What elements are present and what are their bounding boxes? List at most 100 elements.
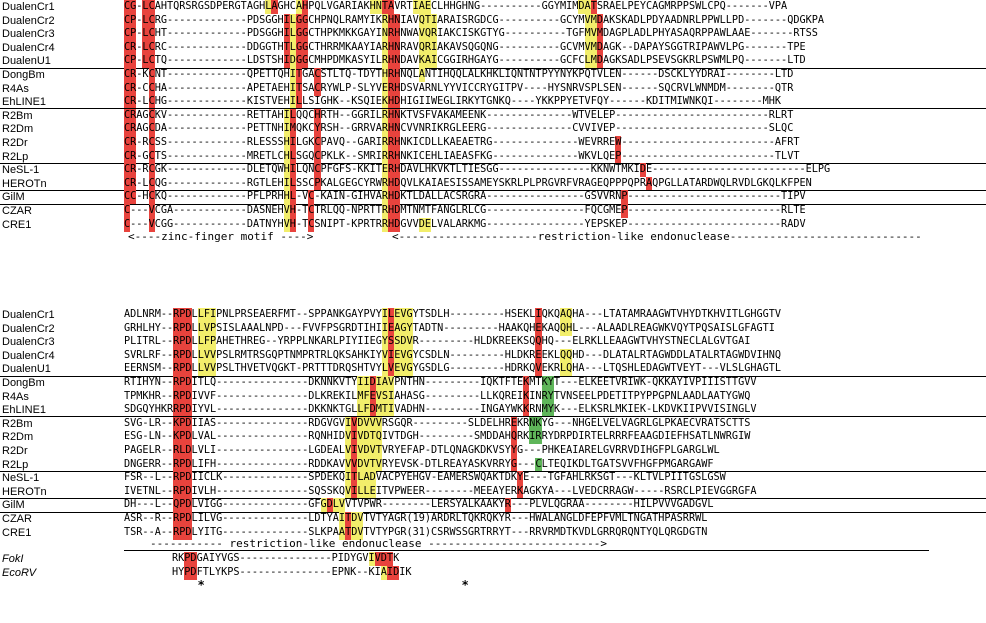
sequence-residues: IVETNL--RPDIVLH---------------SQSSKQVILL… [124, 484, 757, 499]
sequence-residues: C---VCGA------------DASNEHVH-TCTRLQQ-NPR… [124, 204, 806, 218]
sequence-residues: CG-LCAHTQRSRGSDPERGTAGHLAGHCAHPQLVGARIAK… [124, 0, 788, 14]
sequence-name: DualenCr4 [2, 41, 55, 54]
alignment-row: DualenCr2 GRHLHY--RPDLLVPSISLAAALNPD---FV… [0, 321, 986, 336]
alignment-row: DualenCr2 CP-LCRG-------------PDSGGHILGGC… [0, 13, 986, 28]
sequence-name: R2Dr [2, 445, 28, 457]
sequence-residues: CR-RCSS-------------RLESSSHILGKCPAVQ--GA… [124, 136, 800, 150]
sequence-name: CZAR [2, 205, 32, 217]
sequence-name: EhLINE1 [2, 96, 47, 109]
group-separator [0, 375, 986, 377]
sequence-name: R4As [2, 82, 29, 95]
sequence-residues: CR-CCHA-------------APETAEHITSACRYWLP-SL… [124, 81, 794, 96]
group-separator [0, 162, 986, 164]
sequence-name: DualenCr1 [2, 309, 55, 321]
alignment-row: DualenU1 CP-LCTQ-------------LDSTSHIDGGCM… [0, 54, 986, 69]
sequence-residues: CR-LCHG-------------KISTVEHILLSIGHK--KSQ… [124, 95, 782, 110]
group-separator [0, 108, 986, 110]
alignment-row: R2Bm SVG-LR--KPDIIAS---------------RDGVGV… [0, 416, 986, 431]
alignment-row: DualenCr3 PLITRL--RPDLLFPAHETHREG--YRPPLN… [0, 335, 986, 350]
alignment-row: R2Dm ESG-LN--KPDLVAL---------------RQNHID… [0, 430, 986, 445]
alignment-row: R2Bm CRAGCKV-------------RETTAHILQQCHRTH-… [0, 108, 986, 123]
group-separator [0, 416, 986, 418]
sequence-residues: GRHLHY--RPDLLVPSISLAAALNPD---FVVFPSGRDTI… [124, 321, 775, 336]
alignment-row: NeSL-1 FSR--L--RPDIICLK--------------SPDE… [0, 471, 986, 486]
sequence-name: CRE1 [2, 526, 32, 539]
alignment-row: R2Lp CR-GCTS-------------MRETLCHLSGQCPKLK… [0, 149, 986, 164]
sequence-residues: CR-LCRC-------------DDGGTHTLGGCTHRRMKAAY… [124, 40, 806, 55]
sequence-name: NeSL-1 [2, 472, 40, 485]
alignment-row: CRE1 C---VCGG------------DATNYHVH-TCSNIPT… [0, 217, 986, 232]
alignment-row: R4As TPMKHR--RPDIVVF---------------DLKREK… [0, 389, 986, 404]
alignment-row: R2Dr CR-RCSS-------------RLESSSHILGKCPAVQ… [0, 136, 986, 150]
sequence-name: DualenCr4 [2, 349, 55, 362]
reference-residues: RKPDGAIYVGS---------------PIDYGVIVDTK [172, 552, 400, 567]
group-separator [0, 203, 986, 205]
group-separator [124, 550, 929, 552]
sequence-name: R2Dm [2, 431, 34, 444]
catalytic-site-marker: * [462, 578, 469, 593]
alignment-row: DongBm CR-KCNT-------------QPETTQHITGACST… [0, 68, 986, 82]
sequence-name: DualenCr3 [2, 28, 55, 41]
alignment-row: DualenCr1 CG-LCAHTQRSRGSDPERGTAGHLAGHCAHP… [0, 0, 986, 14]
sequence-residues: RTIHYN--RPDITLQ---------------DKNNKVTYII… [124, 376, 757, 390]
sequence-residues: CR-LCQG-------------RGTLEHILSSCPKALGEGCY… [124, 176, 812, 191]
alignment-row: EhLINE1 CR-LCHG-------------KISTVEHILLSIG… [0, 95, 986, 110]
alignment-row: CRE1 TSR--A--RPDLYITG--------------SLKPAA… [0, 525, 986, 540]
alignment-row: DualenU1 EERNSM--RPDLLVVPSLTHVETVQGKT-PRT… [0, 362, 986, 377]
sequence-name: R2Lp [2, 150, 29, 163]
sequence-name: R2Bm [2, 109, 33, 122]
sequence-residues: CR-KCNT-------------QPETTQHITGACSTLTQ-TD… [124, 68, 794, 82]
sequence-name: DualenCr1 [2, 1, 55, 13]
group-separator [0, 497, 986, 499]
alignment-row: GilM CC-HCKQ-------------PFLPRHHL-VC-KAIN… [0, 190, 986, 205]
reference-row: FokI RKPDGAIYVGS---------------PIDYGVIVDT… [0, 552, 986, 567]
alignment-row: R2Lp DNGERR--RPDLIFH---------------RDDKAV… [0, 457, 986, 472]
reference-name: FokI [2, 553, 24, 566]
group-separator [0, 511, 986, 513]
sequence-residues: CP-LCHT-------------PDSGGHILGGCTHPKMKKGA… [124, 27, 818, 42]
sequence-residues: SVRLRF--RPDLLVVPSLRMTRSGQPTNMPRTRLQKSAHK… [124, 348, 782, 363]
sequence-residues: TPMKHR--RPDIVVF---------------DLKREKILMF… [124, 389, 751, 404]
sequence-residues: ADLNRM--RPDLLFIPNLPRSEAERFMT--SPPANKGAYP… [124, 308, 782, 322]
sequence-residues: DH---L--QPDLVIGG--------------GFGDLVVTVP… [124, 498, 714, 513]
sequence-residues: CRAGCKV-------------RETTAHILQQCHRTH--GGR… [124, 108, 794, 123]
alignment-row: DongBm RTIHYN--RPDITLQ---------------DKNN… [0, 376, 986, 390]
alignment-row: NeSL-1 CR-RCGK-------------DLETQWHILQNCPF… [0, 163, 986, 178]
sequence-name: DualenCr3 [2, 336, 55, 349]
sequence-residues: DNGERR--RPDLIFH---------------RDDKAVVVDV… [124, 457, 714, 472]
sequence-residues: C---VCGG------------DATNYHVH-TCSNIPT-KPR… [124, 217, 806, 232]
sequence-residues: CC-HCKQ-------------PFLPRHHL-VC-KAIN-GIH… [124, 190, 806, 205]
sequence-name: HEROTn [2, 485, 47, 498]
alignment-row: GilM DH---L--QPDLVIGG--------------GFGDLV… [0, 498, 986, 513]
sequence-name: GilM [2, 191, 25, 204]
sequence-residues: EERNSM--RPDLLVVPSLTHVETVQGKT-PRTTTDRQSHT… [124, 362, 782, 377]
sequence-name: NeSL-1 [2, 164, 40, 177]
reference-residues: HYPDFTLYKPS---------------EPNK--KIAIDIK [172, 565, 412, 580]
sequence-name: DongBm [2, 69, 45, 81]
alignment-row: CZAR ASR--R--RPDLILVG--------------LDTYAI… [0, 512, 986, 526]
sequence-residues: ASR--R--RPDLILVG--------------LDTYAITDVT… [124, 512, 708, 526]
reference-row: EcoRV HYPDFTLYKPS---------------EPNK--KIA… [0, 565, 986, 580]
catalytic-site-marker: * [198, 578, 205, 593]
sequence-residues: CP-LCRG-------------PDSGGHILGGCHPNQLRAMY… [124, 13, 825, 28]
sequence-name: R2Bm [2, 417, 33, 430]
alignment-row: HEROTn IVETNL--RPDIVLH---------------SQSS… [0, 484, 986, 499]
sequence-residues: PAGELR--RLDLVLI---------------LGDEALVIVD… [124, 444, 720, 458]
alignment-row: DualenCr4 SVRLRF--RPDLLVVPSLRMTRSGQPTNMPR… [0, 348, 986, 363]
sequence-residues: FSR--L--RPDIICLK--------------SPDEKQITLA… [124, 471, 726, 486]
sequence-residues: ESG-LN--KPDLVAL---------------RQNHIDVIVD… [124, 430, 751, 445]
sequence-name: DualenU1 [2, 363, 51, 376]
endonuclease-annotation-2: ----------- restriction-like endonucleas… [150, 537, 607, 551]
group-separator [0, 470, 986, 472]
sequence-residues: CR-RCGK-------------DLETQWHILQNCPFGFS-KK… [124, 163, 831, 178]
sequence-name: CZAR [2, 513, 32, 525]
group-separator [0, 67, 986, 69]
sequence-residues: CR-GCTS-------------MRETLCHLSGQCPKLK--SM… [124, 149, 800, 164]
sequence-residues: TSR--A--RPDLYITG--------------SLKPAATDVT… [124, 525, 708, 540]
sequence-name: DongBm [2, 377, 45, 389]
alignment-row: EhLINE1 SDGQYHKRRPDIYVL---------------DKK… [0, 403, 986, 418]
sequence-name: DualenCr2 [2, 322, 55, 335]
sequence-name: GilM [2, 499, 25, 512]
alignment-row: R2Dm CRAGCDA-------------PETTNHIMQKCYRSH-… [0, 122, 986, 137]
